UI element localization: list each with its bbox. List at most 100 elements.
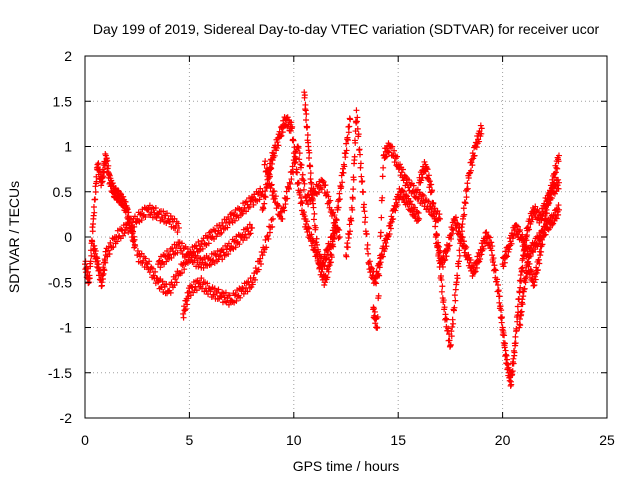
- data-point: [555, 206, 562, 213]
- y-tick-label: -1: [60, 320, 73, 336]
- data-point-interp: [102, 259, 109, 266]
- data-point-interp: [371, 308, 378, 315]
- data-point-interp: [121, 230, 128, 237]
- data-point-interp: [387, 225, 394, 232]
- data-point-interp: [360, 189, 367, 196]
- data-point-interp: [439, 283, 446, 290]
- data-point-interp: [498, 319, 505, 326]
- data-point-interp: [456, 247, 463, 254]
- data-point-interp: [246, 203, 253, 210]
- data-point-interp: [348, 217, 355, 224]
- data-point-interp: [512, 340, 519, 347]
- data-point-interp: [247, 230, 254, 237]
- data-point-interp: [332, 228, 339, 235]
- data-point-interp: [306, 155, 313, 162]
- data-point-interp: [95, 261, 102, 268]
- data-point-interp: [219, 256, 226, 263]
- data-point-interp: [349, 195, 356, 202]
- data-point-interp: [164, 248, 171, 255]
- data-point-interp: [218, 293, 225, 300]
- data-point-interp: [153, 214, 160, 221]
- data-point-interp: [452, 286, 459, 293]
- data-point-interp: [490, 255, 497, 262]
- data-point-interp: [428, 181, 435, 188]
- data-point-interp: [390, 215, 397, 222]
- data-point-interp: [494, 282, 501, 289]
- data-point-interp: [508, 381, 515, 388]
- data-point-interp: [274, 201, 281, 208]
- data-point-interp: [261, 200, 268, 207]
- data-point-interp: [551, 174, 558, 181]
- data-point-interp: [257, 261, 264, 268]
- data-point-interp: [198, 275, 205, 282]
- data-point-interp: [543, 210, 550, 217]
- data-point-interp: [205, 240, 212, 247]
- data-point-interp: [501, 340, 508, 347]
- data-point-interp: [321, 282, 328, 289]
- data-point-interp: [517, 227, 524, 234]
- y-tick-label: 1.5: [53, 93, 73, 109]
- data-point-interp: [551, 190, 558, 197]
- data-point-interp: [260, 249, 267, 256]
- data-point-interp: [90, 204, 97, 211]
- data-point-interp: [548, 185, 555, 192]
- data-point-interp: [346, 123, 353, 130]
- data-point-interp: [104, 168, 111, 175]
- data-point-interp: [432, 223, 439, 230]
- data-point-interp: [114, 238, 121, 245]
- data-point-interp: [501, 259, 508, 266]
- data-point-interp: [86, 275, 93, 282]
- data-point-interp: [288, 119, 295, 126]
- data-point-interp: [168, 254, 175, 261]
- data-point-interp: [451, 292, 458, 299]
- data-point-interp: [532, 203, 539, 210]
- data-point-interp: [555, 211, 562, 218]
- data-point-interp: [321, 262, 328, 269]
- data-point-interp: [423, 165, 430, 172]
- data-point: [269, 215, 276, 222]
- data-point-interp: [407, 198, 414, 205]
- x-tick-label: 10: [286, 432, 302, 448]
- data-point-interp: [513, 327, 520, 334]
- data-point-interp: [371, 305, 378, 312]
- data-point-interp: [389, 143, 396, 150]
- data-point-interp: [366, 258, 373, 265]
- data-point-interp: [138, 217, 145, 224]
- scatter-points: [82, 89, 562, 389]
- data-point-interp: [288, 176, 295, 183]
- data-point-interp: [257, 255, 264, 262]
- data-point-interp: [473, 264, 480, 271]
- data-point-interp: [476, 138, 483, 145]
- data-point-interp: [226, 292, 233, 299]
- data-point-interp: [467, 167, 474, 174]
- data-point-interp: [175, 220, 182, 227]
- data-point-interp: [221, 294, 228, 301]
- data-point-interp: [290, 169, 297, 176]
- data-point-interp: [159, 278, 166, 285]
- data-point-interp: [120, 193, 127, 200]
- data-point-interp: [95, 160, 102, 167]
- data-point-interp: [265, 235, 272, 242]
- data-point-interp: [529, 248, 536, 255]
- data-point-interp: [152, 204, 159, 211]
- data-point-interp: [296, 150, 303, 157]
- data-point-interp: [124, 206, 131, 213]
- data-point-interp: [206, 229, 213, 236]
- data-point-interp: [525, 226, 532, 233]
- data-point-interp: [496, 293, 503, 300]
- data-point-interp: [303, 110, 310, 117]
- data-point-interp: [435, 243, 442, 250]
- data-point-interp: [317, 260, 324, 267]
- data-point-interp: [89, 228, 96, 235]
- data-point-interp: [449, 323, 456, 330]
- data-point-interp: [281, 207, 288, 214]
- data-point-interp: [385, 148, 392, 155]
- data-point-interp: [322, 182, 329, 189]
- data-point-interp: [89, 238, 96, 245]
- data-point-interp: [538, 248, 545, 255]
- data-point-interp: [467, 257, 474, 264]
- data-point-interp: [199, 245, 206, 252]
- data-point-interp: [517, 284, 524, 291]
- data-point: [555, 152, 562, 159]
- data-point: [186, 288, 193, 295]
